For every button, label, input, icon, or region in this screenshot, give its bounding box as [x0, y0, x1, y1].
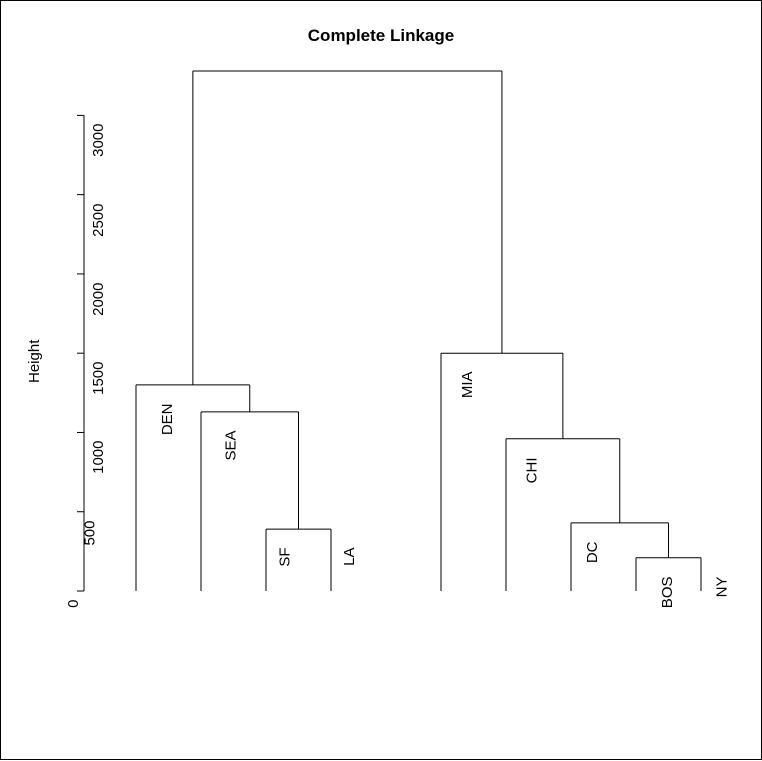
leaf-label: SEA — [223, 430, 240, 460]
y-tick-label: 500 — [82, 520, 99, 545]
leaf-label: NY — [713, 576, 730, 597]
leaf-label: CHI — [523, 457, 540, 483]
y-tick-label: 2000 — [90, 282, 107, 315]
y-tick-label: 1500 — [90, 362, 107, 395]
leaf-label: DEN — [159, 403, 176, 435]
leaf-label: DC — [584, 541, 601, 563]
y-tick-label: 3000 — [90, 124, 107, 157]
leaf-label: MIA — [459, 372, 476, 399]
chart-frame: Complete Linkage Height 0500100015002000… — [0, 0, 762, 760]
y-tick-label: 2500 — [90, 203, 107, 236]
y-tick-label: 1000 — [90, 441, 107, 474]
leaf-label: SF — [277, 548, 294, 567]
leaf-label: BOS — [659, 576, 676, 608]
y-tick-label: 0 — [65, 600, 82, 608]
dendrogram — [1, 1, 762, 761]
leaf-label: LA — [341, 548, 358, 566]
